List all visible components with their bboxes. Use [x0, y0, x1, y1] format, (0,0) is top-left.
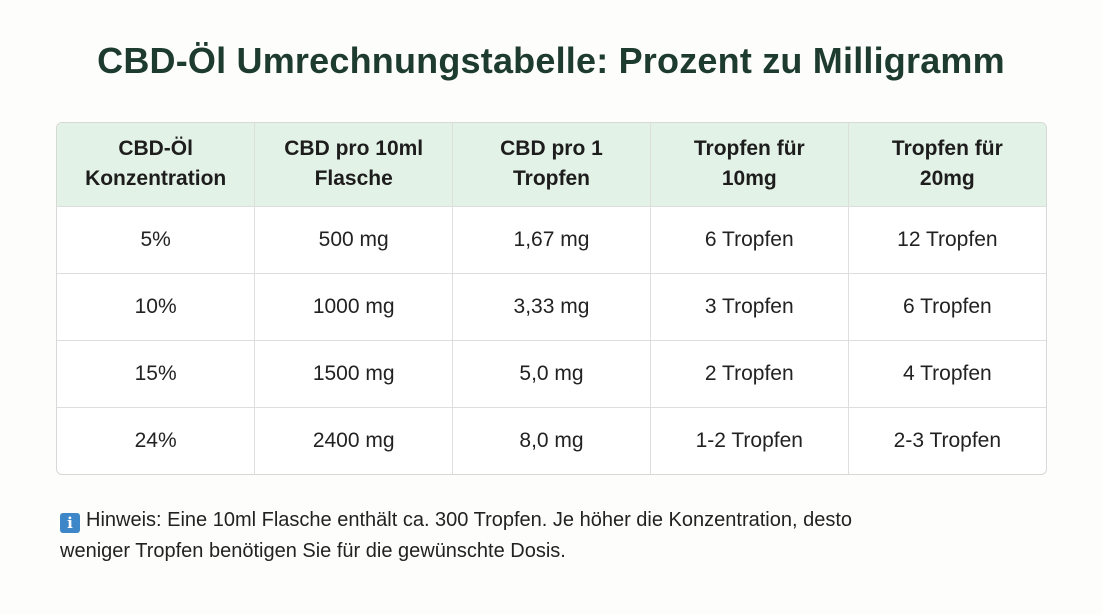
cell-cbd-per-bottle: 2400 mg — [254, 407, 454, 474]
header-line: Tropfen für — [891, 137, 1003, 161]
info-icon: i — [60, 513, 80, 533]
table-row: 24% 2400 mg 8,0 mg 1-2 Tropfen 2-3 Tropf… — [57, 407, 1046, 474]
cell-drops-20mg: 4 Tropfen — [848, 340, 1046, 408]
cell-concentration: 5% — [57, 206, 256, 274]
cell-concentration: 15% — [57, 340, 256, 408]
cell-cbd-per-bottle: 1500 mg — [254, 340, 454, 408]
cell-cbd-per-drop: 3,33 mg — [452, 273, 651, 341]
conversion-table-container: CBD-Öl Konzentration CBD pro 10ml Flasche … — [56, 122, 1047, 475]
table-row: 15% 1500 mg 5,0 mg 2 Tropfen 4 Tropfen — [57, 340, 1046, 408]
conversion-table: CBD-Öl Konzentration CBD pro 10ml Flasche … — [57, 123, 1046, 474]
cell-drops-10mg: 3 Tropfen — [650, 273, 849, 341]
table-row: 5% 500 mg 1,67 mg 6 Tropfen 12 Tropfen — [57, 206, 1046, 274]
cell-cbd-per-drop: 8,0 mg — [452, 407, 651, 474]
cell-drops-10mg: 6 Tropfen — [650, 206, 849, 274]
page-title: CBD-Öl Umrechnungstabelle: Prozent zu Mi… — [97, 40, 1005, 81]
header-line: Flasche — [314, 167, 393, 191]
cell-cbd-per-drop: 5,0 mg — [452, 340, 651, 408]
header-cbd-per-drop: CBD pro 1 Tropfen — [452, 123, 651, 207]
cell-concentration: 10% — [57, 273, 256, 341]
header-line: Tropfen für — [693, 137, 805, 161]
cell-drops-10mg: 1-2 Tropfen — [650, 407, 849, 474]
cell-cbd-per-bottle: 1000 mg — [254, 273, 454, 341]
cell-drops-20mg: 6 Tropfen — [848, 273, 1046, 341]
hint-note: i Hinweis: Eine 10ml Flasche enthält ca. … — [60, 505, 1040, 567]
hint-text-line1: Hinweis: Eine 10ml Flasche enthält ca. 3… — [86, 509, 853, 531]
header-line: Konzentration — [85, 167, 227, 191]
table-header-row: CBD-Öl Konzentration CBD pro 10ml Flasche … — [57, 123, 1046, 207]
hint-text-line2: weniger Tropfen benötigen Sie für die ge… — [60, 540, 566, 562]
cell-concentration: 24% — [57, 407, 256, 474]
header-cbd-per-bottle: CBD pro 10ml Flasche — [254, 123, 454, 207]
table-row: 10% 1000 mg 3,33 mg 3 Tropfen 6 Tropfen — [57, 273, 1046, 341]
header-line: Tropfen — [512, 167, 590, 191]
header-line: 10mg — [721, 167, 777, 191]
cell-drops-10mg: 2 Tropfen — [650, 340, 849, 408]
header-line: CBD pro 10ml — [284, 137, 424, 161]
header-line: CBD pro 1 — [500, 137, 603, 161]
header-line: 20mg — [919, 167, 975, 191]
cell-cbd-per-bottle: 500 mg — [254, 206, 454, 274]
header-line: CBD-Öl — [118, 137, 193, 161]
header-concentration: CBD-Öl Konzentration — [57, 123, 256, 207]
cell-drops-20mg: 12 Tropfen — [848, 206, 1046, 274]
header-drops-10mg: Tropfen für 10mg — [650, 123, 849, 207]
cell-drops-20mg: 2-3 Tropfen — [893, 428, 1002, 452]
cell-cbd-per-drop: 1,67 mg — [452, 206, 651, 274]
header-drops-20mg: Tropfen für 20mg — [848, 123, 1046, 207]
